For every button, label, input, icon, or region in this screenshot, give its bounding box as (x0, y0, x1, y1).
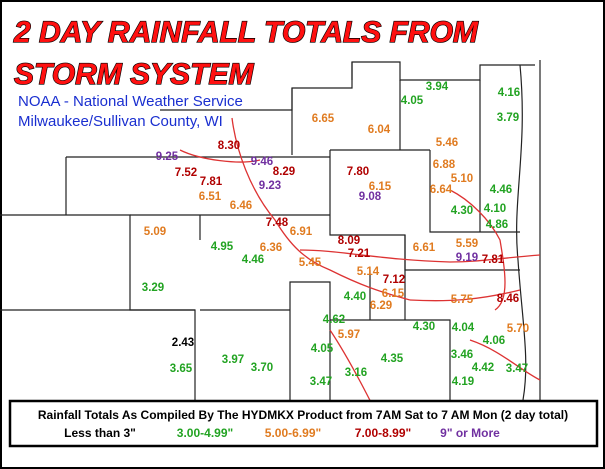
rainfall-total: 4.16 (498, 87, 520, 99)
rainfall-total: 8.30 (218, 140, 240, 152)
rainfall-total: 6.04 (368, 124, 391, 136)
rainfall-total: 9.08 (359, 191, 382, 203)
rainfall-total: 3.79 (497, 112, 519, 124)
highways (179, 117, 541, 441)
rainfall-total: 4.10 (484, 203, 506, 215)
rainfall-total: 4.46 (242, 254, 264, 266)
rainfall-total: 6.36 (260, 242, 282, 254)
rainfall-total: 4.42 (472, 362, 494, 374)
rainfall-total: 6.65 (312, 113, 335, 125)
rainfall-total: 4.30 (451, 205, 473, 217)
rainfall-total: 6.29 (370, 300, 392, 312)
legend-entry: 3.00-4.99" (177, 426, 233, 440)
rainfall-total: 7.52 (175, 167, 197, 179)
legend-entry: 7.00-8.99" (355, 426, 411, 440)
rainfall-total: 2.43 (172, 337, 194, 349)
rainfall-total: 6.46 (230, 200, 252, 212)
rainfall-total: 3.65 (170, 363, 193, 375)
legend-box (8, 399, 599, 448)
rainfall-total: 7.80 (347, 166, 369, 178)
rainfall-total: 4.05 (311, 343, 334, 355)
rainfall-total: 4.46 (490, 184, 512, 196)
rainfall-total: 7.48 (266, 217, 289, 229)
rainfall-total: 5.45 (299, 257, 322, 269)
rainfall-total: 3.46 (451, 349, 473, 361)
rainfall-total: 4.95 (211, 241, 234, 253)
title-line: STORM SYSTEM (14, 58, 254, 91)
rainfall-total: 5.14 (357, 266, 380, 278)
rainfall-total: 9.46 (251, 156, 273, 168)
rainfall-total: 4.86 (486, 219, 508, 231)
rainfall-total: 4.19 (452, 376, 474, 388)
rainfall-total: 7.81 (482, 254, 505, 266)
rainfall-total: 3.70 (251, 362, 273, 374)
rainfall-total: 5.97 (338, 329, 360, 341)
rainfall-total: 6.61 (413, 242, 436, 254)
rainfall-total: 3.94 (426, 81, 449, 93)
rainfall-total: 6.51 (199, 191, 222, 203)
rainfall-total: 6.88 (433, 159, 456, 171)
rainfall-total: 3.16 (345, 367, 367, 379)
legend-caption: Rainfall Totals As Compiled By The HYDMK… (38, 408, 568, 422)
rainfall-total: 4.30 (413, 321, 435, 333)
rainfall-total: 6.91 (290, 226, 313, 238)
rainfall-labels: 3.944.054.163.796.656.045.468.309.25 9.46… (142, 81, 529, 388)
rainfall-total: 6.15 (369, 181, 392, 193)
rainfall-total: 5.09 (144, 226, 166, 238)
title-line: 2 DAY RAINFALL TOTALS FROM (13, 16, 479, 49)
rainfall-total: 5.75 (451, 294, 474, 306)
rainfall-total: 4.40 (344, 291, 366, 303)
legend-entry: Less than 3" (64, 426, 136, 440)
rainfall-total: 5.70 (507, 323, 529, 335)
rainfall-total: 8.09 (338, 235, 360, 247)
rainfall-total: 5.46 (436, 137, 458, 149)
rainfall-total: 9.19 (456, 252, 478, 264)
legend-entry: 9" or More (440, 426, 500, 440)
rainfall-total: 7.21 (348, 248, 371, 260)
rainfall-total: 7.81 (200, 176, 223, 188)
rainfall-total: 7.12 (383, 274, 405, 286)
rainfall-total: 8.29 (273, 166, 295, 178)
rainfall-total: 8.46 (497, 293, 519, 305)
rainfall-total: 6.15 (382, 288, 405, 300)
legend: Less than 3" 3.00-4.99" 5.00-6.99" 7.00-8.9… (64, 426, 500, 440)
rainfall-total: 4.06 (483, 335, 505, 347)
rainfall-total: 4.05 (401, 95, 424, 107)
rainfall-total: 3.47 (506, 363, 528, 375)
rainfall-total: 4.35 (381, 353, 404, 365)
rainfall-total: 9.25 (156, 151, 179, 163)
legend-entry: 5.00-6.99" (265, 426, 321, 440)
source-line: NOAA - National Weather Service (18, 93, 243, 110)
rainfall-total: 4.62 (323, 314, 345, 326)
rainfall-total: 3.97 (222, 354, 244, 366)
rainfall-total: 3.29 (142, 282, 164, 294)
rainfall-total: 4.04 (452, 322, 475, 334)
rainfall-total: 3.47 (310, 376, 332, 388)
rainfall-total: 5.10 (451, 173, 473, 185)
rainfall-total: 9.23 (259, 180, 281, 192)
rainfall-total: 5.59 (456, 238, 478, 250)
rainfall-total: 6.64 (430, 184, 453, 196)
county-lines (0, 60, 541, 430)
source-line: Milwaukee/Sullivan County, WI (18, 113, 223, 130)
